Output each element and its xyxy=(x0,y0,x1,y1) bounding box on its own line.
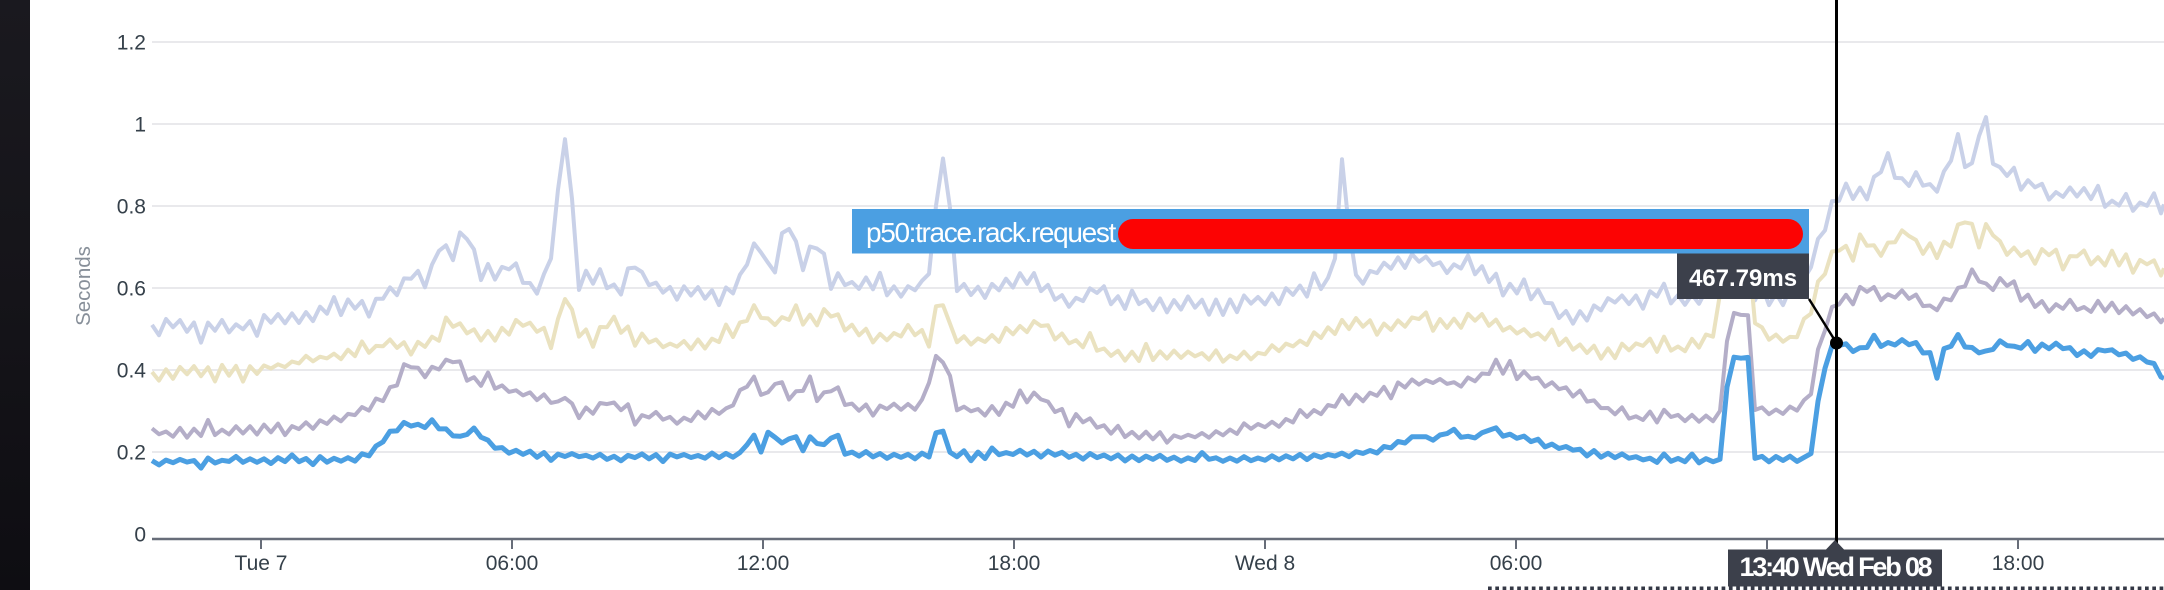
svg-text:0: 0 xyxy=(134,524,146,547)
svg-text:Seconds: Seconds xyxy=(72,246,95,326)
svg-text:1: 1 xyxy=(134,114,146,137)
svg-text:Wed 8: Wed 8 xyxy=(1235,552,1295,575)
svg-text:1.2: 1.2 xyxy=(117,32,146,55)
svg-text:12:00: 12:00 xyxy=(737,552,790,575)
svg-text:Tue 7: Tue 7 xyxy=(235,552,288,575)
svg-text:0.8: 0.8 xyxy=(117,196,146,219)
svg-text:0.2: 0.2 xyxy=(117,442,146,465)
svg-text:p50:trace.rack.request: p50:trace.rack.request xyxy=(866,217,1116,248)
svg-text:0.4: 0.4 xyxy=(117,360,147,383)
svg-text:18:00: 18:00 xyxy=(1992,552,2045,575)
svg-text:18:00: 18:00 xyxy=(988,552,1041,575)
svg-text:13:40 Wed Feb 08: 13:40 Wed Feb 08 xyxy=(1740,552,1933,582)
svg-text:0.6: 0.6 xyxy=(117,278,146,301)
svg-text:06:00: 06:00 xyxy=(486,552,539,575)
svg-text:06:00: 06:00 xyxy=(1490,552,1543,575)
svg-text:467.79ms: 467.79ms xyxy=(1689,265,1797,292)
